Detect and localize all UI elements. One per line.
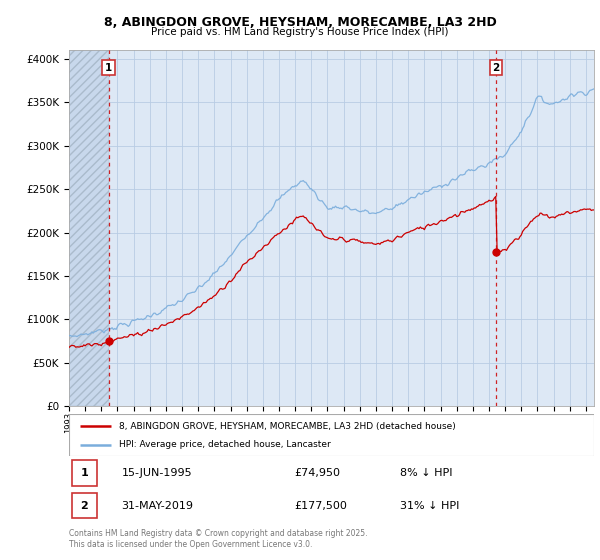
- Text: 2: 2: [492, 63, 499, 73]
- Text: 8% ↓ HPI: 8% ↓ HPI: [400, 468, 452, 478]
- Text: Contains HM Land Registry data © Crown copyright and database right 2025.
This d: Contains HM Land Registry data © Crown c…: [69, 529, 367, 549]
- Bar: [69, 50, 109, 406]
- Text: 31% ↓ HPI: 31% ↓ HPI: [400, 501, 459, 511]
- Text: 2: 2: [80, 501, 88, 511]
- Text: 1: 1: [80, 468, 88, 478]
- Text: 15-JUN-1995: 15-JUN-1995: [121, 468, 192, 478]
- Text: 1: 1: [105, 63, 112, 73]
- Text: £74,950: £74,950: [295, 468, 341, 478]
- Text: Price paid vs. HM Land Registry's House Price Index (HPI): Price paid vs. HM Land Registry's House …: [151, 27, 449, 37]
- Text: 8, ABINGDON GROVE, HEYSHAM, MORECAMBE, LA3 2HD: 8, ABINGDON GROVE, HEYSHAM, MORECAMBE, L…: [104, 16, 496, 29]
- Text: £177,500: £177,500: [295, 501, 347, 511]
- Bar: [71, 460, 97, 486]
- Bar: [71, 493, 97, 519]
- Text: 8, ABINGDON GROVE, HEYSHAM, MORECAMBE, LA3 2HD (detached house): 8, ABINGDON GROVE, HEYSHAM, MORECAMBE, L…: [119, 422, 455, 431]
- Text: HPI: Average price, detached house, Lancaster: HPI: Average price, detached house, Lanc…: [119, 440, 331, 449]
- Text: 31-MAY-2019: 31-MAY-2019: [121, 501, 193, 511]
